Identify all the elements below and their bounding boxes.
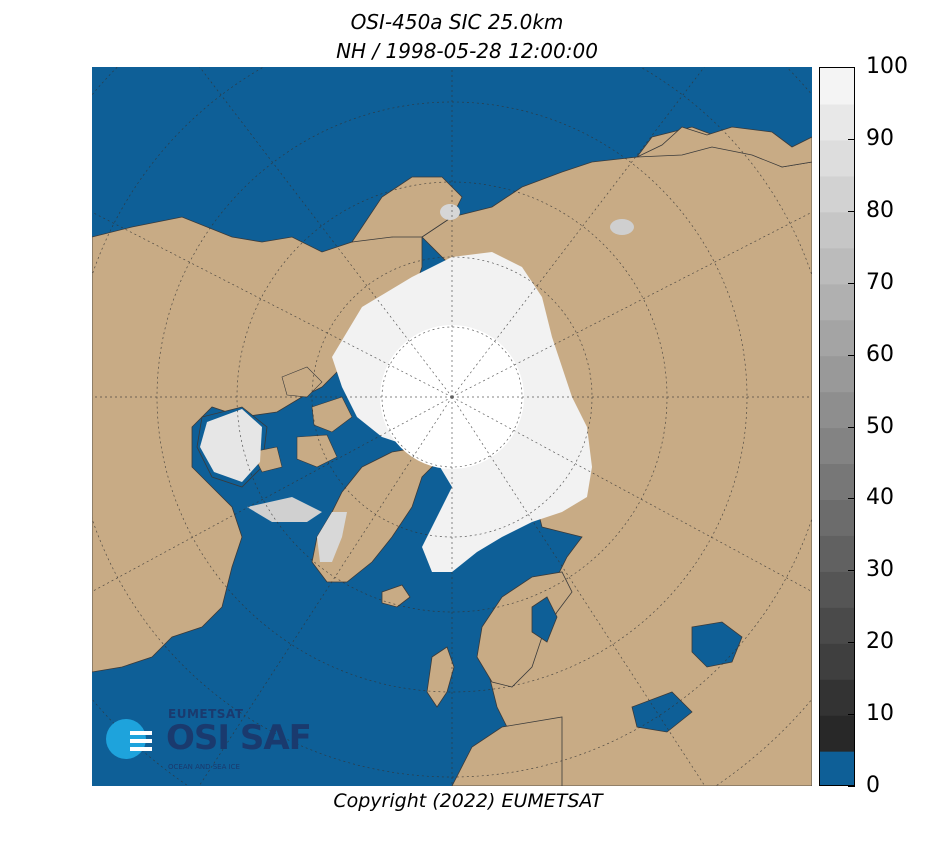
- iceland-land: [381, 584, 411, 608]
- colorbar-tick-mark: [848, 786, 855, 787]
- colorbar-tick-label: 80: [866, 197, 894, 223]
- colorbar: [819, 67, 855, 786]
- colorbar-segment: [820, 571, 854, 608]
- british-isles-land: [426, 646, 455, 708]
- north-america-land: [92, 216, 423, 673]
- colorbar-segment: [820, 391, 854, 429]
- black-sea: [631, 691, 693, 733]
- logo-org: EUMETSAT: [168, 707, 244, 721]
- colorbar-segment: [820, 463, 854, 500]
- colorbar-segment: [820, 175, 854, 213]
- colorbar-segment: [820, 679, 854, 716]
- colorbar-segment: [820, 68, 854, 105]
- osisaf-logo-icon: [106, 719, 152, 759]
- baltic-sea: [531, 596, 558, 643]
- colorbar-tick-label: 90: [866, 125, 894, 151]
- polar-map-svg: [92, 67, 812, 786]
- map-subtitle: NH / 1998-05-28 12:00:00: [336, 39, 598, 63]
- colorbar-tick-mark: [848, 211, 855, 212]
- colorbar-tick-label: 40: [866, 485, 894, 511]
- colorbar-tick-label: 30: [866, 557, 894, 583]
- colorbar-tick-mark: [848, 283, 855, 284]
- colorbar-segment: [820, 643, 854, 680]
- colorbar-segment: [820, 715, 854, 752]
- colorbar-segment: [820, 139, 854, 177]
- graticule: [92, 67, 812, 786]
- colorbar-tick-mark: [848, 427, 855, 428]
- colorbar-segment: [820, 607, 854, 644]
- osisaf-logo: EUMETSAT OSI SAF OCEAN AND SEA ICE: [104, 707, 314, 777]
- europe-land: [451, 716, 563, 786]
- colorbar-tick-mark: [848, 139, 855, 140]
- chukotka-land: [636, 126, 812, 168]
- colorbar-segment: [820, 103, 854, 141]
- copyright-text: Copyright (2022) EUMETSAT: [333, 790, 603, 812]
- map-title: OSI-450a SIC 25.0km: [350, 10, 564, 34]
- colorbar-tick-mark: [848, 355, 855, 356]
- colorbar-tick-mark: [848, 642, 855, 643]
- colorbar-segment: [820, 211, 854, 249]
- colorbar-tick-label: 20: [866, 629, 894, 655]
- colorbar-tick-label: 70: [866, 269, 894, 295]
- colorbar-segment: [820, 355, 854, 393]
- colorbar-tick-label: 50: [866, 413, 894, 439]
- colorbar-tick-mark: [848, 498, 855, 499]
- logo-name: OSI SAF: [166, 718, 312, 758]
- colorbar-segment: [820, 247, 854, 285]
- colorbar-tick-label: 0: [866, 773, 880, 798]
- caspian-sea: [691, 621, 743, 668]
- colorbar-segment: [820, 535, 854, 572]
- colorbar-segment: [820, 751, 854, 785]
- colorbar-tick-label: 10: [866, 701, 894, 727]
- colorbar-segment: [820, 427, 854, 465]
- colorbar-tick-mark: [848, 67, 855, 68]
- colorbar-tick-mark: [848, 714, 855, 715]
- colorbar-segment: [820, 319, 854, 357]
- colorbar-segment: [820, 499, 854, 536]
- colorbar-tick-mark: [848, 570, 855, 571]
- sea-ice-map: [92, 67, 812, 786]
- colorbar-segment: [820, 283, 854, 321]
- colorbar-tick-label: 100: [866, 54, 908, 79]
- colorbar-tick-label: 60: [866, 341, 894, 367]
- alaska-land: [351, 176, 463, 243]
- logo-tagline: OCEAN AND SEA ICE: [168, 763, 240, 771]
